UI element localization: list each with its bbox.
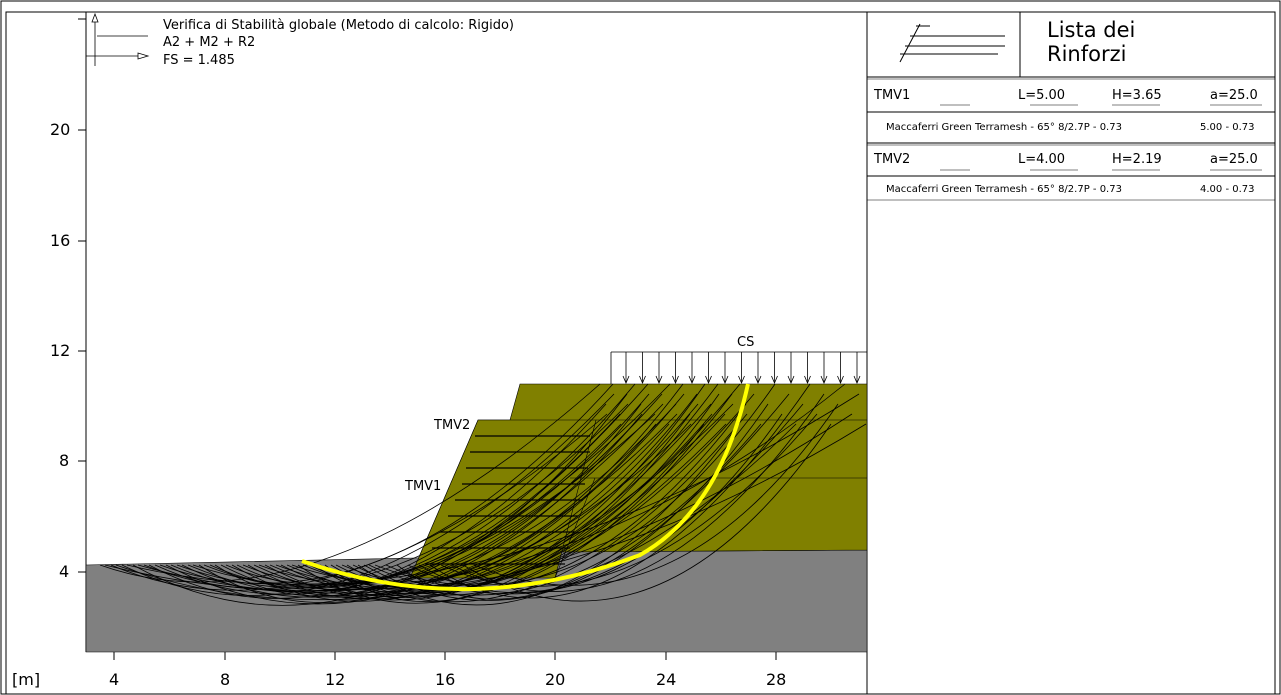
slip-surface	[99, 383, 601, 583]
surcharge-arrowhead	[804, 375, 811, 385]
slip-surface	[154, 383, 636, 595]
slip-surface	[247, 423, 670, 600]
reinforcement-label-tmv2: TMV2	[434, 418, 471, 433]
reinforcement-angle: a=25.0	[1210, 88, 1258, 103]
slip-surface	[368, 403, 747, 590]
slip-surface	[297, 423, 727, 604]
surcharge-load	[610, 351, 867, 385]
y-tick-label: 16	[50, 231, 71, 250]
surcharge-arrowhead	[705, 375, 712, 385]
reinforcement-height: H=2.19	[1112, 152, 1162, 167]
reinforcement-name: TMV1	[874, 88, 911, 103]
slip-surface	[302, 423, 705, 592]
panel-title-line1: Lista dei	[1047, 18, 1136, 42]
surcharge-arrowhead	[853, 375, 861, 385]
slip-surface	[236, 393, 663, 590]
reinforcement-description: Maccaferri Green Terramesh - 65° 8/2.7P …	[886, 184, 1122, 195]
surcharge-arrowhead	[771, 375, 778, 385]
y-tick-label: 4	[59, 562, 70, 581]
legend-arrows	[86, 12, 150, 66]
reinforcement-label-tmv1: TMV1	[405, 479, 442, 494]
unit-label: [m]	[12, 670, 41, 689]
reinforcement-length: L=5.00	[1018, 88, 1066, 103]
x-tick-label: 28	[766, 670, 787, 689]
surcharge-arrowhead	[721, 375, 729, 385]
surcharge-label: CS	[737, 335, 755, 350]
y-tick-label: 12	[50, 341, 71, 360]
analysis-title: Verifica di Stabilità globale (Metodo di…	[163, 18, 515, 33]
slip-surface	[462, 423, 832, 602]
slip-surface	[363, 403, 769, 601]
x-tick-label: 12	[325, 670, 346, 689]
reinforcement-dims: 5.00 - 0.73	[1200, 122, 1255, 133]
surcharge-arrowhead	[688, 375, 696, 385]
reinforcement-description: Maccaferri Green Terramesh - 65° 8/2.7P …	[886, 122, 1122, 133]
slip-surface	[346, 393, 733, 596]
slip-surface	[385, 413, 783, 595]
slip-surface	[269, 383, 684, 589]
axis-ticks	[78, 18, 777, 660]
reinforcement-name: TMV2	[874, 152, 911, 167]
slip-surface	[357, 423, 740, 606]
x-tick-label: 8	[220, 670, 231, 689]
x-tick-label: 24	[656, 670, 677, 689]
reinforcement-dims: 4.00 - 0.73	[1200, 184, 1255, 195]
panel-title: Lista dei Rinforzi	[1047, 18, 1135, 66]
slip-surface	[159, 383, 614, 584]
surcharge-arrowhead	[837, 375, 844, 385]
surcharge-arrowhead	[787, 375, 795, 385]
reinforcement-length: L=4.00	[1018, 152, 1066, 167]
factor-of-safety: FS = 1.485	[163, 53, 235, 68]
surcharge-arrowhead	[672, 375, 679, 385]
slip-surfaces	[99, 383, 867, 606]
surcharge-arrowhead	[754, 375, 762, 385]
surcharge-arrowhead	[622, 375, 630, 385]
slip-surface	[324, 383, 719, 603]
critical-slip-surface	[301, 383, 750, 592]
x-tick-label: 20	[545, 670, 566, 689]
surcharge-arrowhead	[639, 375, 646, 385]
slip-surface	[330, 413, 748, 603]
reinforcement-angle: a=25.0	[1210, 152, 1258, 167]
slip-surface	[214, 383, 649, 597]
x-tick-label: 16	[435, 670, 456, 689]
slip-surface	[473, 403, 839, 586]
panel-logo-icon	[899, 23, 1005, 63]
surcharge-arrowhead	[655, 375, 663, 385]
slip-surface	[291, 393, 698, 583]
slip-surface	[225, 413, 656, 585]
slip-surface	[104, 383, 846, 591]
reinforcement-height: H=3.65	[1112, 88, 1162, 103]
y-tick-label: 8	[59, 451, 70, 470]
surcharge-arrowhead	[820, 375, 828, 385]
y-tick-label: 20	[50, 120, 71, 139]
x-tick-label: 4	[109, 670, 120, 689]
panel-title-line2: Rinforzi	[1047, 42, 1127, 66]
load-combination: A2 + M2 + R2	[163, 35, 256, 50]
surcharge-arrowhead	[738, 375, 745, 385]
